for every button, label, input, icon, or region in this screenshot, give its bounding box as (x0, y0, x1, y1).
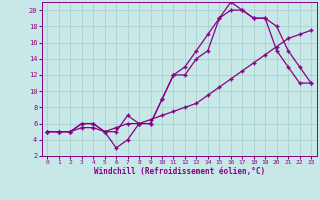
X-axis label: Windchill (Refroidissement éolien,°C): Windchill (Refroidissement éolien,°C) (94, 167, 265, 176)
